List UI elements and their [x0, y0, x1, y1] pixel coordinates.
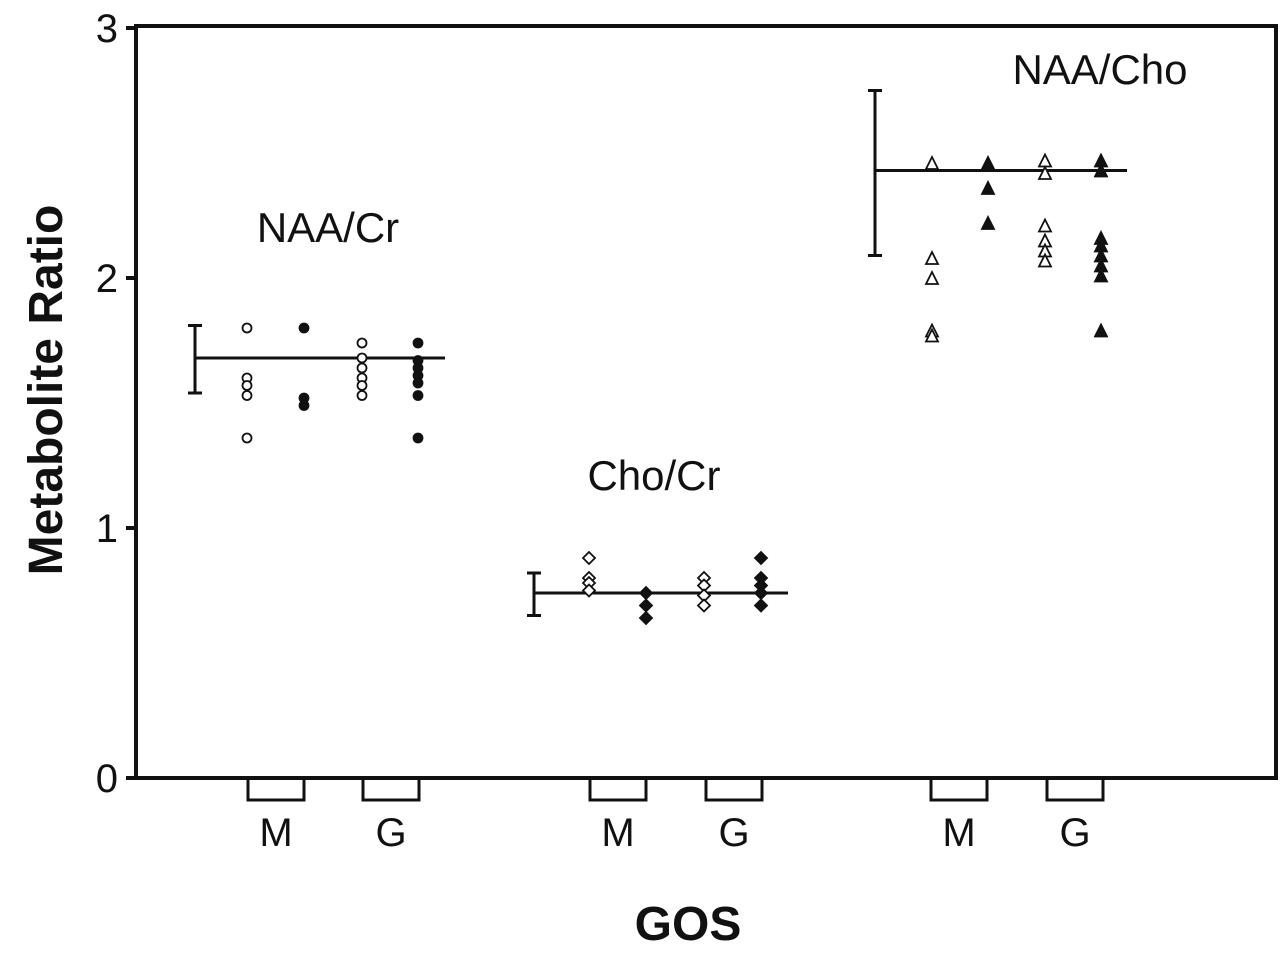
naa-cho-point	[924, 154, 940, 170]
series-layer: NAA/Cr M G Cho/Cr M G NAA/Cho M G	[188, 46, 1188, 855]
group-bracket	[704, 779, 764, 802]
naa-cho-point	[924, 327, 940, 343]
y-axis: 0 1 2 3	[96, 7, 136, 801]
x-axis-label: GOS	[635, 898, 742, 951]
naa-cho-point	[1037, 252, 1053, 268]
group-label-g: G	[718, 811, 749, 855]
y-tick-label: 3	[96, 7, 118, 51]
naa-cr-point	[356, 390, 368, 401]
naa-cr-point	[412, 390, 424, 401]
y-tick-label: 2	[96, 257, 118, 301]
group-bracket	[1045, 779, 1105, 802]
naa-cr-point	[356, 380, 368, 391]
plot-frame	[134, 24, 1278, 780]
naa-cr-point	[356, 362, 368, 374]
group-label-g: G	[1059, 811, 1090, 855]
group-bracket	[929, 779, 989, 802]
cho-cr-point	[638, 610, 654, 626]
naa-cho-point	[980, 154, 996, 170]
group-bracket	[588, 779, 648, 802]
naa-cho-point	[1037, 217, 1053, 233]
cho-cr-point	[638, 585, 654, 601]
naa-cr-point	[241, 380, 253, 391]
naa-cr-point	[298, 322, 310, 334]
cho-cr-point	[753, 598, 769, 613]
series-label-cho-cr: Cho/Cr	[587, 452, 720, 499]
naa-cho-point	[1037, 152, 1053, 168]
naa-cr-point	[241, 390, 253, 401]
y-axis-label: Metabolite Ratio	[20, 205, 73, 576]
cho-cr-point	[581, 583, 597, 598]
group-label-m: M	[942, 811, 975, 855]
group-label-m: M	[601, 811, 634, 855]
cho-cr-point	[696, 598, 712, 613]
series-label-naa-cho: NAA/Cho	[1012, 46, 1187, 93]
cho-cr-point	[638, 598, 654, 613]
group-bracket	[246, 779, 306, 802]
cho-cr-point	[581, 550, 597, 566]
naa-cr-point	[298, 400, 310, 411]
cho-cr-point	[753, 585, 769, 601]
naa-cr-point	[241, 432, 253, 444]
series-naa-cho: NAA/Cho M G	[868, 46, 1188, 855]
naa-cr-point	[356, 337, 368, 349]
naa-cr-point	[412, 432, 424, 444]
naa-cr-point	[356, 352, 368, 364]
y-tick-label: 1	[96, 507, 118, 551]
group-label-g: G	[375, 811, 406, 855]
naa-cho-point	[1093, 322, 1109, 338]
naa-cho-point	[924, 269, 940, 285]
naa-cho-point	[1093, 162, 1109, 178]
naa-cr-point	[412, 337, 424, 349]
cho-cr-point	[753, 550, 769, 566]
naa-cho-point	[924, 249, 940, 265]
series-cho-cr: Cho/Cr M G	[527, 452, 788, 855]
naa-cho-point	[1037, 164, 1053, 180]
group-bracket	[361, 779, 421, 802]
series-naa-cr: NAA/Cr M G	[188, 204, 445, 855]
series-label-naa-cr: NAA/Cr	[257, 204, 399, 251]
group-label-m: M	[259, 811, 292, 855]
naa-cr-point	[241, 322, 253, 334]
naa-cho-point	[1093, 267, 1109, 283]
naa-cho-point	[980, 214, 996, 230]
naa-cho-point	[980, 179, 996, 195]
naa-cr-point	[412, 377, 424, 389]
y-tick-label: 0	[96, 757, 118, 801]
